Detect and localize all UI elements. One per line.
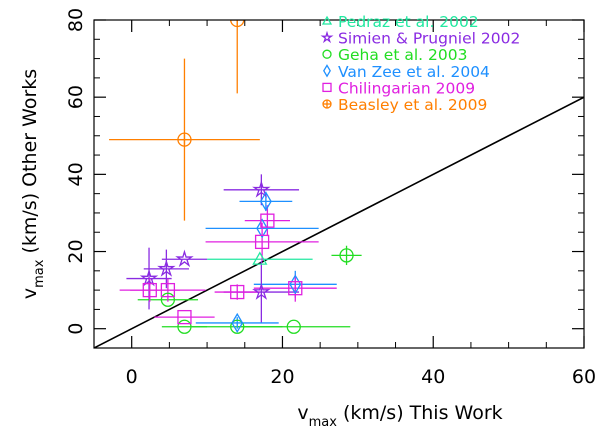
legend-label: Simien & Prugniel 2002: [338, 30, 520, 48]
legend-marker-plus: [322, 99, 332, 109]
legend-label: Van Zee et al. 2004: [338, 63, 490, 81]
data-markers: [139, 20, 354, 334]
data-point-star: [175, 249, 194, 268]
data-point-star: [252, 282, 271, 300]
y-axis-label: vmax (km/s) Other Works: [19, 69, 47, 299]
data-point-plus: [177, 132, 192, 147]
x-tick-label: 0: [126, 366, 138, 388]
data-point-square: [142, 282, 157, 298]
data-point-square: [288, 281, 303, 296]
data-point-square: [260, 213, 275, 228]
plot-frame: [93, 19, 585, 349]
data-point-circle: [177, 319, 192, 334]
legend-marker-triangle: [321, 15, 333, 25]
data-point-triangle: [252, 251, 268, 265]
data-point-diamond: [256, 218, 269, 239]
y-tick-label: 20: [65, 239, 87, 263]
x-tick-label: 40: [421, 366, 445, 388]
y-tick-label: 60: [65, 85, 87, 109]
legend-marker-circle: [322, 49, 332, 59]
data-point-square: [177, 309, 192, 325]
legend-marker-square: [322, 82, 332, 93]
data-point-diamond: [231, 312, 244, 333]
data-point-star: [157, 259, 176, 277]
one-to-one-line: [94, 96, 584, 348]
data-point-square: [254, 234, 270, 250]
axis-ticks: 0 20 40 60 0 20 40 60 80: [65, 8, 596, 388]
legend-marker-star: [320, 30, 334, 44]
x-tick-label: 20: [270, 366, 294, 388]
x-axis-label: vmax (km/s) This Work: [297, 402, 502, 429]
data-point-circle: [160, 292, 176, 307]
y-tick-label: 80: [65, 8, 87, 32]
data-point-diamond: [259, 191, 272, 212]
legend-label: Beasley et al. 2009: [338, 96, 487, 114]
error-bars: [109, 20, 362, 329]
x-tick-label: 60: [572, 366, 596, 388]
data-point-circle: [230, 319, 245, 334]
data-point-circle: [339, 248, 354, 263]
data-point-square: [160, 282, 176, 298]
legend-label: Pedraz et al. 2002: [338, 13, 479, 31]
legend-marker-diamond: [323, 64, 331, 78]
y-tick-label: 40: [65, 162, 87, 186]
data-point-square: [230, 284, 245, 300]
y-tick-label: 0: [65, 323, 87, 335]
data-point-plus: [230, 20, 245, 28]
data-point-circle: [286, 319, 301, 334]
plot-area: [94, 20, 584, 348]
legend-label: Chilingarian 2009: [338, 79, 475, 97]
legend-label: Geha et al. 2003: [338, 46, 467, 64]
data-point-star: [139, 268, 159, 287]
data-point-star: [252, 180, 271, 198]
